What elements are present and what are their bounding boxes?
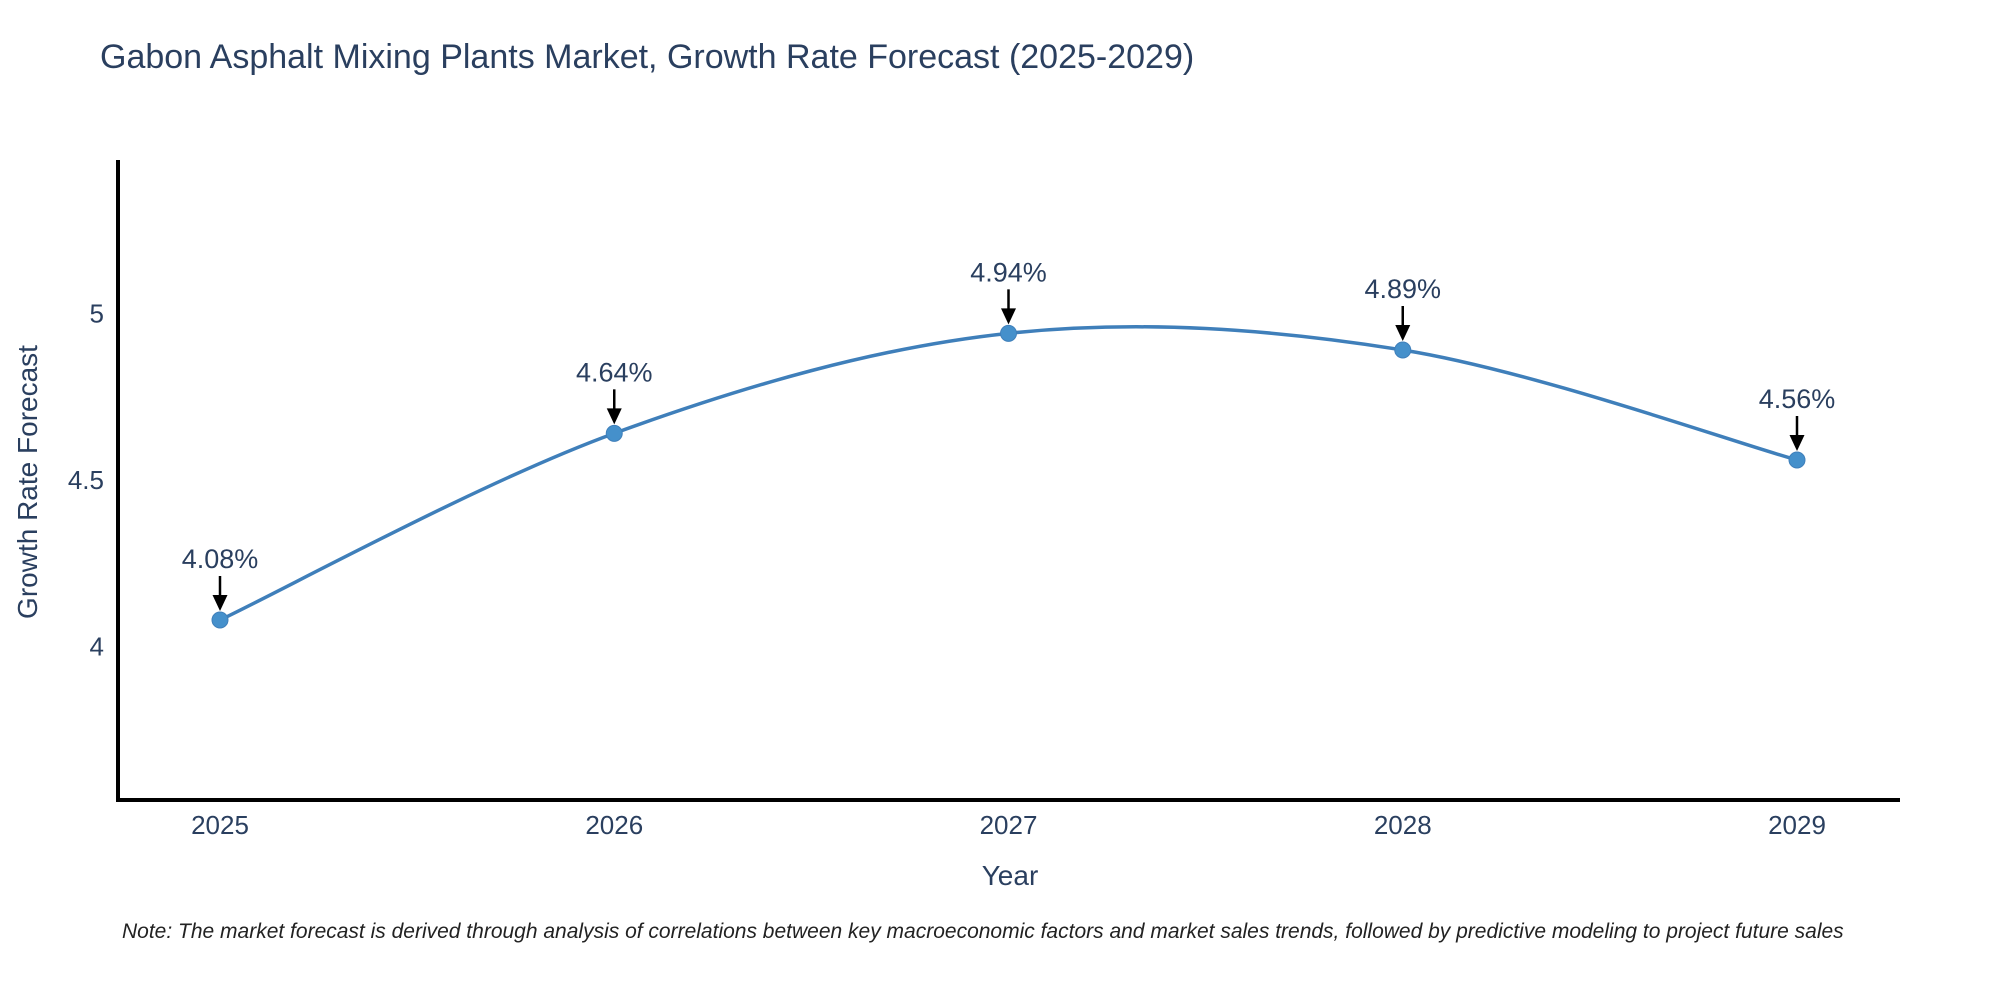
x-axis-title: Year (981, 860, 1039, 891)
x-tick-label: 2025 (191, 810, 249, 840)
y-tick-label: 5 (90, 298, 104, 328)
data-point-label: 4.89% (1364, 274, 1441, 304)
data-point-marker (1394, 341, 1412, 359)
y-tick-label: 4 (90, 632, 104, 662)
forecast-line (219, 325, 1798, 622)
annotation-layer: 4.08% 4.64% 4.94% 4.89% 4.56% (182, 257, 1836, 611)
annotation-arrowhead-icon (1789, 435, 1805, 451)
data-point-marker (605, 424, 623, 442)
axes-layer: 4 4.5 5 2025 2026 2027 2028 2029 (68, 160, 1900, 840)
annotation-arrowhead-icon (606, 408, 622, 425)
data-point-marker (1000, 324, 1017, 342)
x-tick-label: 2026 (585, 810, 643, 840)
x-tick-label: 2028 (1374, 810, 1432, 840)
data-point-marker (211, 611, 229, 629)
annotation-arrowhead-icon (212, 595, 228, 611)
data-point-label: 4.56% (1759, 384, 1836, 414)
data-point-label: 4.94% (970, 257, 1047, 287)
annotation-arrowhead-icon (1395, 325, 1411, 341)
footnote: Note: The market forecast is derived thr… (122, 920, 1844, 943)
data-point-marker (1788, 451, 1806, 469)
annotation-arrowhead-icon (1001, 308, 1016, 325)
x-tick-label: 2027 (980, 810, 1038, 840)
chart-title: Gabon Asphalt Mixing Plants Market, Grow… (100, 38, 1195, 76)
data-point-label: 4.64% (576, 357, 653, 387)
x-tick-label: 2029 (1768, 810, 1826, 840)
data-point-label: 4.08% (182, 544, 259, 574)
y-axis-title: Growth Rate Forecast (12, 345, 43, 619)
series-layer (211, 324, 1806, 629)
y-tick-label: 4.5 (68, 465, 104, 495)
